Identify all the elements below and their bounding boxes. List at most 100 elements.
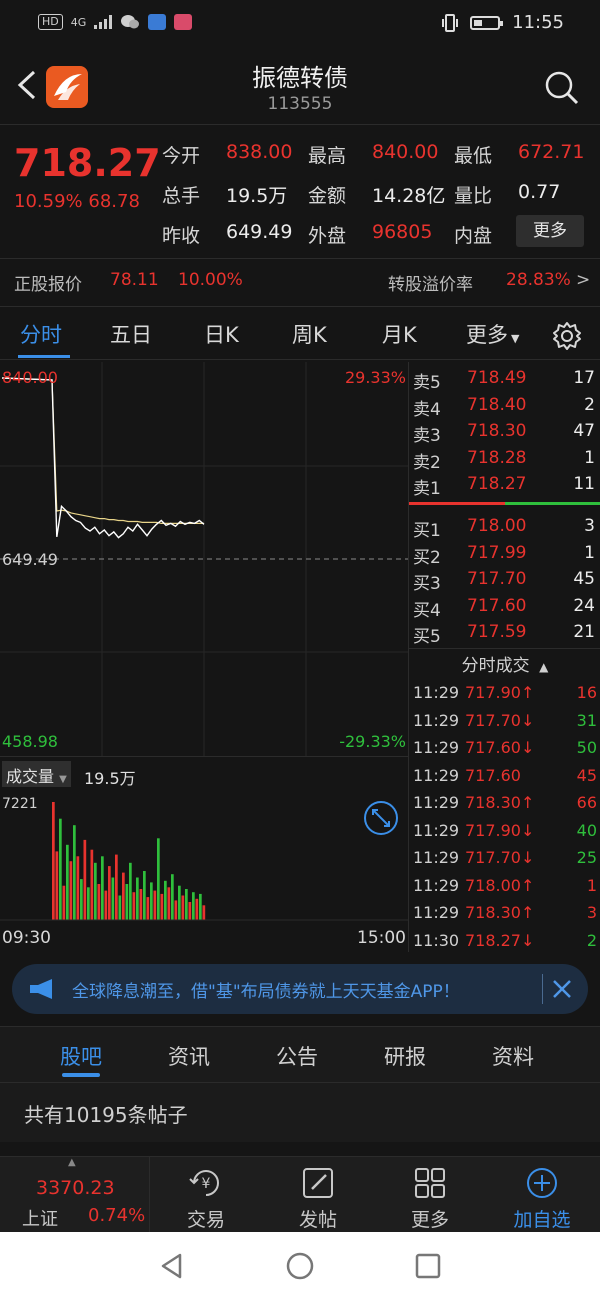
tick-time: 11:29 (413, 738, 460, 757)
vibrate-icon (442, 13, 459, 32)
tab-forum[interactable]: 股吧 (60, 1045, 102, 1069)
intraday-chart[interactable]: 840.00 29.33% 649.49 458.98 -29.33% (0, 362, 408, 756)
tab-announcements[interactable]: 公告 (276, 1045, 318, 1069)
buy-order-row[interactable]: 买3 717.70 45 (409, 567, 600, 594)
sell-order-vol: 47 (573, 421, 595, 441)
tick-price: 718.00↑ (465, 875, 535, 895)
indicator-selector[interactable]: 成交量 ▼ (2, 761, 71, 787)
page-title: 振德转债 (252, 64, 348, 92)
sell-order-label: 卖3 (413, 426, 441, 446)
volume-bar (139, 889, 143, 920)
close-icon[interactable] (552, 979, 572, 999)
search-icon[interactable] (544, 70, 580, 106)
post-button[interactable]: 发帖 (262, 1157, 374, 1233)
sell-order-price: 718.49 (467, 368, 527, 388)
add-watchlist-button[interactable]: 加自选 (486, 1157, 598, 1233)
index-value: 3370.23 (36, 1177, 115, 1199)
back-arrow-icon[interactable] (14, 68, 38, 102)
tab-daily-k[interactable]: 日K (204, 323, 239, 347)
tick-vol: 31 (576, 710, 597, 730)
tab-intraday[interactable]: 分时 (20, 323, 62, 347)
nav-home-icon[interactable] (286, 1252, 314, 1280)
sell-order-row[interactable]: 卖4 718.40 2 (409, 393, 600, 420)
volume-bar (129, 862, 132, 920)
add-watchlist-label: 加自选 (513, 1209, 571, 1231)
nav-back-icon[interactable] (158, 1252, 186, 1280)
tab-research[interactable]: 研报 (384, 1045, 426, 1069)
y-low-label: 458.98 (2, 732, 58, 751)
buy-order-row[interactable]: 买4 717.60 24 (409, 594, 600, 621)
volume-chart[interactable]: 7221 (0, 792, 408, 922)
buy-order-row[interactable]: 买2 717.99 1 (409, 541, 600, 568)
tick-vol: 25 (576, 848, 597, 867)
tick-price: 717.90↑ (465, 683, 535, 702)
quote-field-value: 96805 (372, 221, 433, 243)
tick-row: 11:29 718.30↑ 66 (409, 789, 600, 816)
sell-order-row[interactable]: 卖2 718.28 1 (409, 446, 600, 473)
volume-bar (62, 885, 66, 920)
trade-button[interactable]: ¥ 交易 (150, 1157, 262, 1233)
y-low-pct: -29.33% (339, 732, 406, 751)
total-volume: 19.5万 (84, 769, 136, 788)
tick-row: 11:29 718.30↑ 3 (409, 899, 600, 926)
more-quote-button[interactable]: 更多 (516, 215, 584, 247)
tick-row: 11:29 717.60 45 (409, 762, 600, 789)
volume-bar (171, 874, 174, 920)
tick-vol: 50 (576, 738, 597, 757)
caret-up-icon: ▲ (68, 1157, 76, 1168)
tick-row: 11:29 717.90↓ 40 (409, 817, 600, 844)
caret-up-icon: ▲ (539, 660, 549, 674)
gear-icon[interactable] (552, 321, 582, 351)
expand-icon[interactable] (363, 800, 399, 836)
buy-order-label: 买1 (413, 521, 441, 541)
underlying-stock-row[interactable]: 正股报价 78.11 10.00% 转股溢价率 28.83% > (0, 258, 600, 304)
last-price: 718.27 (14, 141, 161, 185)
quote-field-value: 14.28亿 (372, 185, 446, 207)
sell-order-price: 718.27 (467, 474, 527, 494)
avg-price-line (1, 377, 204, 524)
buy-order-row[interactable]: 买1 718.00 3 (409, 514, 600, 541)
promo-banner[interactable]: 全球降息潮至，借"基"布局债券就上天天基金APP！ (12, 964, 588, 1014)
volume-bar (188, 902, 192, 920)
tick-price: 717.70↓ (465, 848, 535, 867)
volume-bar (132, 892, 136, 920)
volume-bar (52, 802, 55, 920)
system-nav-bar (0, 1232, 600, 1300)
divider (542, 974, 543, 1004)
tick-trades: 分时成交 ▲ 11:29 717.90↑ 16 11:29 717.70↓ 31 11:29… (408, 648, 600, 952)
app-header: 振德转债 113555 (0, 48, 600, 122)
sell-order-vol: 2 (584, 394, 595, 415)
volume-bar (90, 849, 94, 920)
tab-monthly-k[interactable]: 月K (382, 323, 417, 347)
buy-order-vol: 24 (573, 595, 595, 616)
book-divider (409, 502, 600, 505)
tab-news[interactable]: 资讯 (168, 1045, 210, 1069)
tick-title[interactable]: 分时成交 ▲ (409, 651, 600, 676)
security-code: 113555 (267, 94, 333, 114)
premium-label: 转股溢价率 (388, 275, 473, 295)
sell-order-row[interactable]: 卖1 718.27 11 (409, 472, 600, 499)
buy-order-price: 717.60 (467, 595, 527, 616)
chart-period-tabs: 分时 五日 日K 周K 月K 更多 ▼ (0, 306, 600, 360)
tick-time: 11:29 (413, 848, 460, 867)
tab-profile[interactable]: 资料 (492, 1045, 534, 1069)
sell-order-row[interactable]: 卖5 718.49 17 (409, 366, 600, 393)
nav-recents-icon[interactable] (414, 1252, 442, 1280)
index-name: 上证 (22, 1209, 58, 1230)
buy-order-vol: 3 (584, 516, 595, 536)
time-axis: 09:30 15:00 (0, 922, 408, 952)
tick-price: 718.30↑ (465, 793, 535, 812)
tick-row: 11:29 717.70↓ 31 (409, 707, 600, 734)
tab-more[interactable]: 更多 ▼ (466, 319, 519, 349)
buy-order-label: 买4 (413, 600, 441, 621)
more-button[interactable]: 更多 (374, 1157, 486, 1233)
tick-time: 11:29 (413, 683, 460, 702)
buy-order-row[interactable]: 买5 717.59 21 (409, 620, 600, 647)
quote-field-label: 内盘 (454, 225, 493, 247)
market-index[interactable]: ▲ 3370.23 上证 0.74% (0, 1157, 150, 1233)
tab-five-day[interactable]: 五日 (110, 323, 152, 347)
tab-weekly-k[interactable]: 周K (292, 323, 327, 347)
tick-vol: 2 (586, 930, 597, 950)
sell-order-row[interactable]: 卖3 718.30 47 (409, 419, 600, 446)
indicator-label: 成交量 (6, 767, 55, 786)
